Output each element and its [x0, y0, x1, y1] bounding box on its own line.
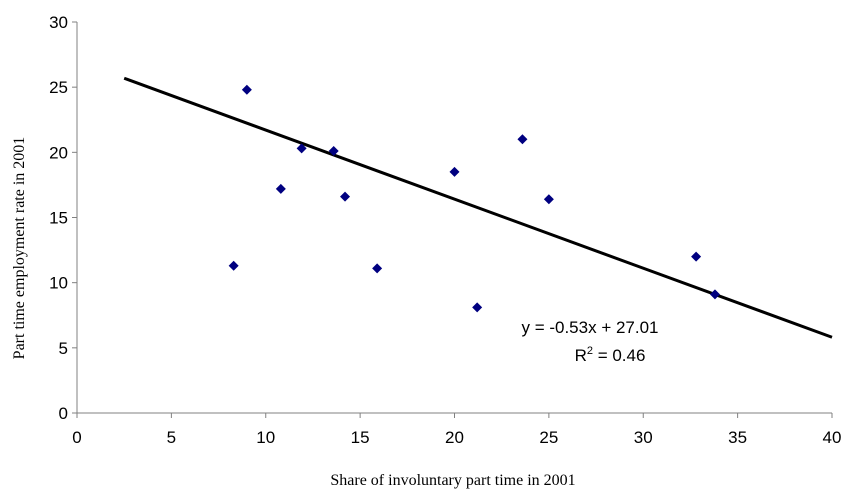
x-tick-label: 5 [167, 428, 176, 447]
y-tick-label: 0 [59, 404, 68, 423]
y-axis-ticks: 0 5 10 15 20 25 30 [49, 13, 77, 423]
data-point [691, 251, 702, 262]
x-tick-label: 40 [823, 428, 842, 447]
data-point [275, 183, 286, 194]
x-tick-label: 20 [445, 428, 464, 447]
y-tick-label: 20 [49, 143, 68, 162]
y-tick-label: 15 [49, 209, 68, 228]
x-tick-label: 0 [72, 428, 81, 447]
x-axis-title: Share of involuntary part time in 2001 [330, 472, 575, 489]
x-tick-label: 15 [351, 428, 370, 447]
y-tick-label: 30 [49, 13, 68, 32]
x-tick-label: 10 [256, 428, 275, 447]
data-point [517, 134, 528, 145]
data-point [340, 191, 351, 202]
y-tick-label: 10 [49, 274, 68, 293]
x-tick-label: 30 [634, 428, 653, 447]
r-squared-label: R2 = 0.46 [575, 345, 646, 365]
data-point [228, 260, 239, 271]
data-point [449, 166, 460, 177]
data-point [472, 302, 483, 313]
trendline-equation: y = -0.53x + 27.01 [521, 318, 658, 337]
x-tick-label: 25 [539, 428, 558, 447]
data-point [543, 194, 554, 205]
y-axis-title: Part time employment rate in 2001 [11, 137, 28, 360]
data-point [241, 84, 252, 95]
x-tick-label: 35 [728, 428, 747, 447]
data-point [296, 143, 307, 154]
trendline [123, 76, 833, 339]
data-point [709, 289, 720, 300]
y-tick-label: 5 [59, 339, 68, 358]
data-point [328, 146, 339, 157]
x-axis-ticks: 0 5 10 15 20 25 30 35 40 [72, 413, 841, 447]
data-point [372, 263, 383, 274]
data-points [228, 84, 720, 313]
y-tick-label: 25 [49, 78, 68, 97]
